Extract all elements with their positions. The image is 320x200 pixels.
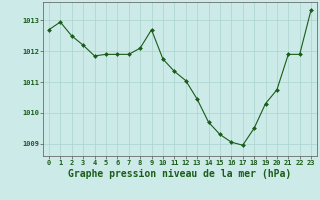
X-axis label: Graphe pression niveau de la mer (hPa): Graphe pression niveau de la mer (hPa) <box>68 169 292 179</box>
